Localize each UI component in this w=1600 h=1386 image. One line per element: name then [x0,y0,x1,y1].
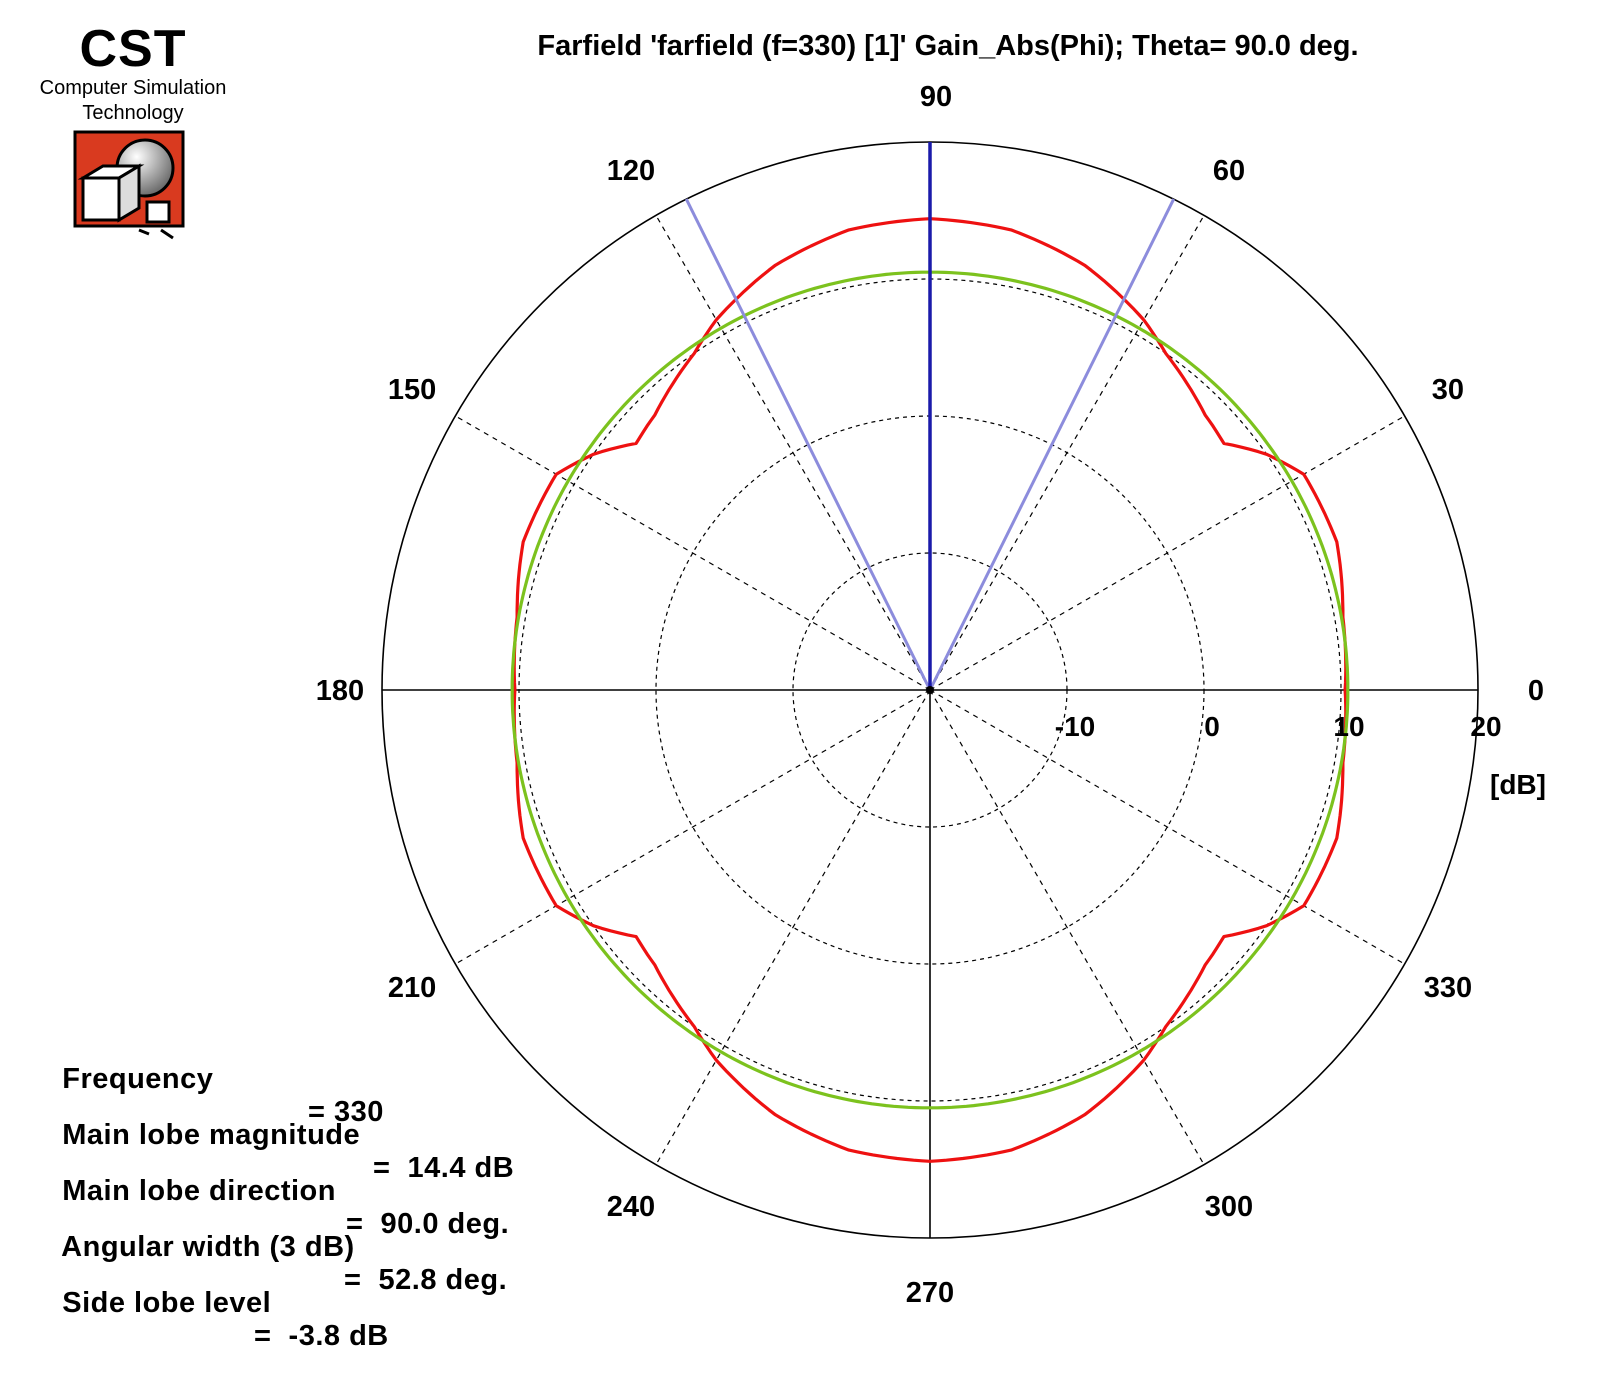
summary-value: = 330 [308,1096,384,1128]
summary-angular-width: Angular width (3 dB) = 52.8 deg. [28,1198,507,1296]
summary-label: Main lobe magnitude [62,1119,361,1151]
angle-tick-label: 330 [1424,972,1472,1004]
angle-tick-label: 30 [1432,374,1464,406]
cst-logo-icon [73,130,185,240]
summary-value: = 90.0 deg. [346,1208,510,1240]
angle-tick-label: 120 [607,155,655,187]
summary-label: Side lobe level [62,1287,272,1319]
radial-tick-label: -10 [1055,711,1095,742]
summary-frequency: Frequency = 330 [28,1030,383,1128]
angle-tick-labels: 0 30 60 90 120 150 180 210 240 270 300 330 [316,81,1544,1309]
gain-curve-green [510,270,1350,1110]
angle-tick-label: 150 [388,374,436,406]
summary-label: Main lobe direction [62,1175,336,1207]
cst-logo: CST Computer Simulation Technology [18,20,248,240]
summary-value: = 52.8 deg. [344,1264,508,1296]
angular-grid [455,215,1405,1165]
grid-spoke [929,215,1205,691]
angle-tick-label: 210 [388,972,436,1004]
angle-tick-label: 180 [316,675,364,707]
lobe-markers [684,142,1176,694]
grid-spoke [929,689,1205,1165]
grid-spoke [655,689,931,1165]
origin-dot [926,686,934,694]
grid-spoke [455,415,931,691]
radial-unit-label: [dB] [1490,769,1546,800]
summary-label: Frequency [62,1063,214,1095]
logo-line-1: Computer Simulation [39,77,227,99]
summary-main-lobe-direction: Main lobe direction = 90.0 deg. [28,1142,508,1240]
beamwidth-edge-line [684,198,932,691]
radial-tick-label: 10 [1333,711,1364,742]
logo-line-2: Technology [82,102,184,124]
summary-side-lobe-level: Side lobe level = -3.8 dB [28,1254,388,1352]
logo-name: CST [79,20,187,78]
grid-spoke [455,689,931,965]
grid-spoke [929,415,1405,691]
polar-gain-chart: Farfield 'farfield (f=330) [1]' Gain_Abs… [316,30,1546,1309]
summary-main-lobe-magnitude: Main lobe magnitude = 14.4 dB [28,1086,513,1184]
radial-tick-labels: -10 0 10 20 [1055,711,1502,742]
radial-tick-label: 0 [1204,711,1220,742]
beamwidth-edge-line [928,198,1176,691]
gain-curves [510,217,1350,1163]
gain-curve-red [512,217,1348,1163]
summary-value: = 14.4 dB [373,1152,515,1184]
radial-tick-label: 20 [1470,711,1501,742]
angle-tick-label: 300 [1205,1191,1253,1223]
chart-title: Farfield 'farfield (f=330) [1]' Gain_Abs… [537,30,1358,62]
angle-tick-label: 90 [920,81,952,113]
angle-tick-label: 270 [906,1277,954,1309]
summary-label: Angular width (3 dB) [61,1231,355,1263]
grid-spoke [929,689,1405,965]
grid-spoke [655,215,931,691]
angle-tick-label: 60 [1213,155,1245,187]
summary-value: = -3.8 dB [254,1320,389,1352]
angle-tick-label: 240 [607,1191,655,1223]
angle-tick-label: 0 [1528,675,1544,707]
